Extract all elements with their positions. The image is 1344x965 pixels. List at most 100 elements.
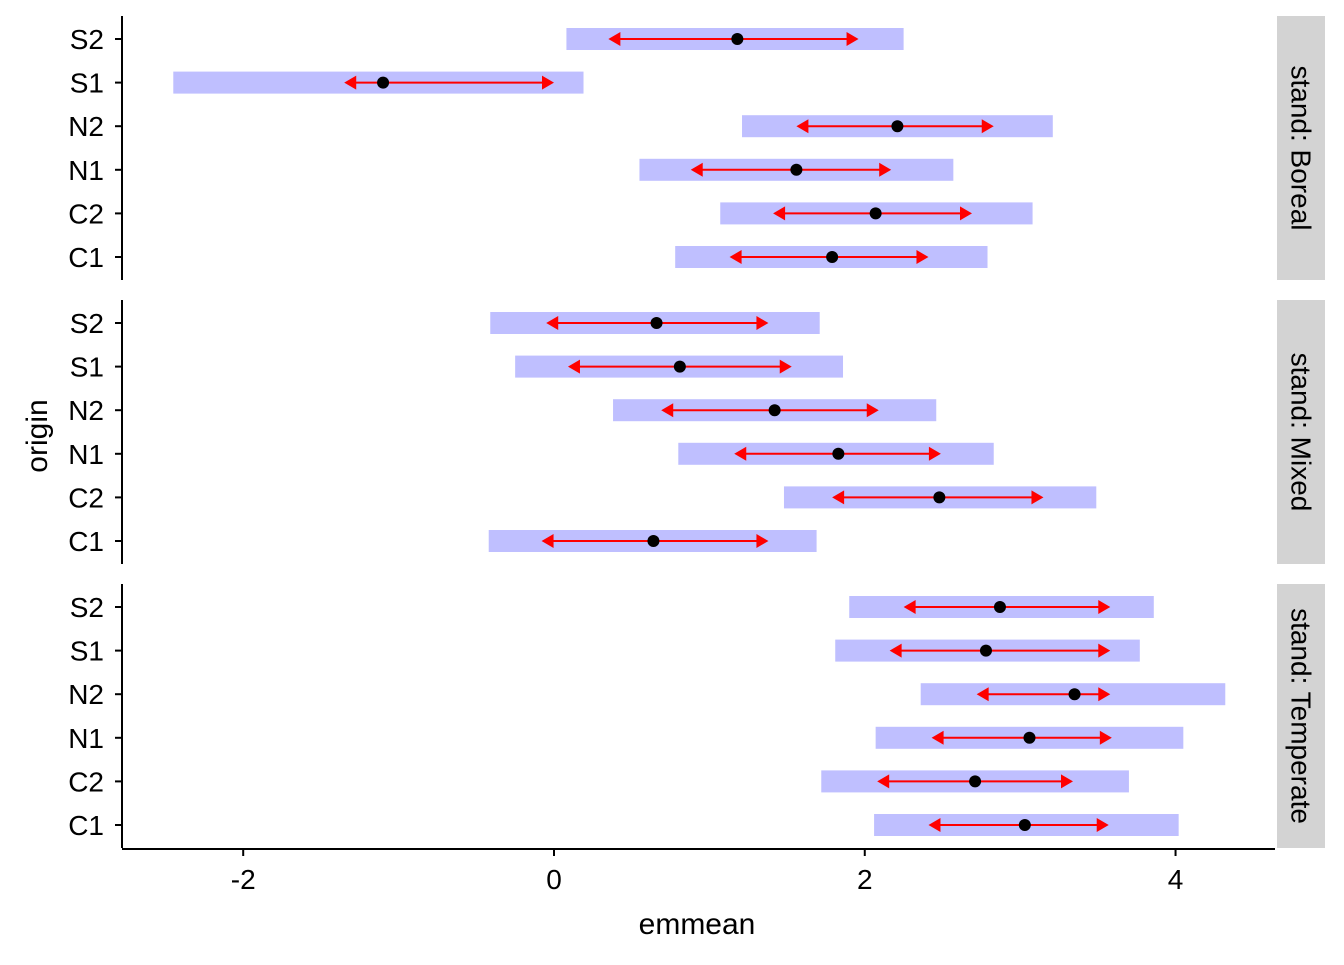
arrow-head-left (877, 774, 890, 789)
emmean-point (979, 644, 992, 657)
arrow-head-right (879, 162, 892, 177)
arrow-head-left (832, 490, 845, 505)
interval-row-c2 (821, 770, 1129, 793)
y-tick-label: C2 (68, 766, 104, 797)
emmean-point (891, 120, 904, 133)
facet-strip-background (1277, 584, 1325, 848)
y-tick-label: S1 (70, 352, 104, 383)
emmean-point (790, 163, 803, 176)
y-tick-label: C2 (68, 482, 104, 513)
y-tick-label: S1 (70, 68, 104, 99)
interval-row-c1 (488, 530, 817, 552)
emmean-point (768, 404, 781, 417)
facet-strip-label: stand: Boreal (1286, 66, 1317, 231)
interval-row-n2 (613, 399, 937, 422)
interval-row-s1 (835, 639, 1140, 662)
emmean-point (832, 447, 845, 460)
arrow-head-left (928, 818, 941, 832)
y-tick-label: C1 (68, 242, 104, 273)
arrow-head-left (976, 687, 989, 702)
interval-row-s2 (566, 28, 904, 50)
interval-row-n1 (639, 158, 954, 181)
arrow-head-right (541, 75, 554, 90)
y-tick-label: S2 (70, 24, 104, 55)
interval-row-s1 (515, 355, 844, 378)
facet-strip-background (1277, 16, 1325, 280)
arrow-head-right (1098, 687, 1111, 702)
y-tick-label: N2 (68, 395, 104, 426)
y-tick-label: N1 (68, 723, 104, 754)
y-tick-label: N2 (68, 111, 104, 142)
interval-row-s2 (490, 312, 820, 334)
arrow-head-right (779, 359, 792, 374)
interval-row-n1 (875, 726, 1184, 749)
arrow-head-left (773, 206, 786, 221)
arrow-head-right (1096, 818, 1109, 832)
arrow-head-right (1031, 490, 1044, 505)
interval-row-s1 (173, 71, 584, 94)
y-tick-label: S2 (70, 592, 104, 623)
interval-row-n1 (678, 442, 994, 465)
y-axis-title: origin (21, 399, 54, 472)
arrow-head-left (729, 250, 742, 264)
interval-row-n2 (742, 115, 1053, 138)
facet-strip: stand: Mixed (1277, 300, 1325, 564)
arrow-head-left (344, 75, 357, 90)
y-tick-label: S1 (70, 636, 104, 667)
arrow-head-right (756, 316, 769, 330)
interval-row-c2 (783, 486, 1097, 509)
facet-strip: stand: Temperate (1277, 584, 1325, 848)
facet-strip-label: stand: Temperate (1286, 608, 1317, 824)
emmean-point (731, 33, 744, 45)
arrow-head-left (567, 359, 580, 374)
y-tick-label: S2 (70, 308, 104, 339)
emmean-point (650, 317, 663, 329)
arrow-head-right (756, 534, 769, 548)
emmean-point (1023, 731, 1036, 744)
interval-row-c1 (874, 814, 1179, 836)
x-tick-label: -2 (231, 864, 256, 895)
arrow-head-right (1098, 600, 1111, 614)
arrow-head-right (1099, 730, 1112, 745)
y-tick-label: C2 (68, 198, 104, 229)
emmean-point (673, 360, 686, 373)
emmean-point (826, 251, 839, 263)
y-tick-label: C1 (68, 810, 104, 841)
arrow-head-left (734, 446, 747, 461)
emmean-point (993, 601, 1006, 613)
x-tick-label: 2 (857, 864, 873, 895)
x-tick-label: 4 (1168, 864, 1184, 895)
arrow-head-left (661, 403, 674, 418)
emmean-point (1068, 688, 1081, 701)
x-tick-label: 0 (546, 864, 562, 895)
arrow-head-right (959, 206, 972, 221)
arrow-head-right (866, 403, 879, 418)
emmean-point (869, 207, 882, 220)
arrow-head-left (903, 600, 916, 614)
interval-row-s2 (849, 596, 1154, 618)
facet-panel-temperate: C1 C2 N1 N2 S1 S2 stand: Temperate (68, 584, 1325, 848)
interval-row-c2 (720, 202, 1033, 225)
arrow-head-left (608, 32, 621, 46)
arrow-head-right (916, 250, 929, 264)
arrow-head-right (981, 119, 994, 134)
facet-strip: stand: Boreal (1277, 16, 1325, 280)
facet-panel-boreal: C1 C2 N1 N2 S1 S2 stand: Boreal (68, 16, 1325, 280)
arrow-head-right (928, 446, 941, 461)
y-tick-label: N1 (68, 155, 104, 186)
arrow-head-left (690, 162, 703, 177)
arrow-head-right (1060, 774, 1073, 789)
emmean-point (969, 775, 982, 788)
interval-row-c1 (675, 246, 988, 268)
x-axis: -2 0 2 4 (122, 848, 1275, 895)
y-tick-label: N1 (68, 439, 104, 470)
x-ticks: -2 0 2 4 (231, 849, 1184, 895)
emmean-point (647, 535, 660, 547)
facet-strip-label: stand: Mixed (1286, 353, 1317, 512)
interval-row-n2 (920, 683, 1226, 706)
x-axis-title: emmean (639, 908, 756, 941)
panels-layer: C1 C2 N1 N2 S1 S2 stand: Boreal C1 C2 N1 N2 S1 S2 sta… (68, 16, 1325, 848)
arrow-head-left (546, 316, 559, 330)
emmean-point (933, 491, 946, 504)
